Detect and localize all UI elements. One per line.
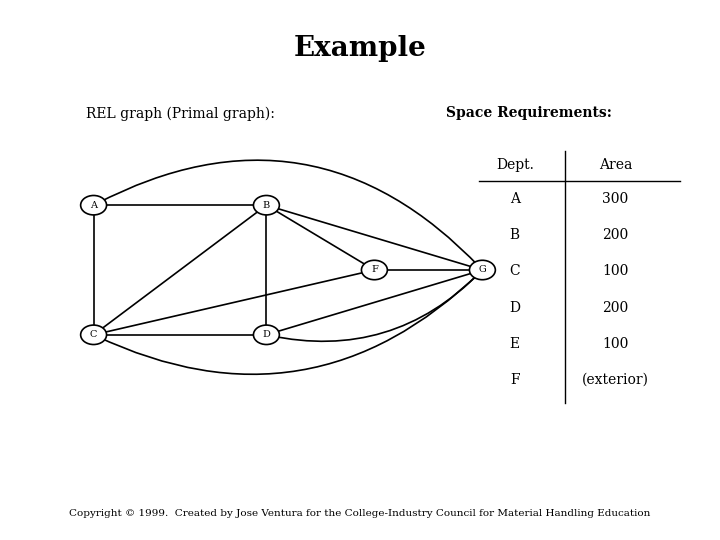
Text: Dept.: Dept. xyxy=(496,158,534,172)
Circle shape xyxy=(361,260,387,280)
Circle shape xyxy=(81,325,107,345)
Text: B: B xyxy=(510,228,520,242)
FancyArrowPatch shape xyxy=(96,272,480,374)
Text: 300: 300 xyxy=(603,192,629,206)
Text: G: G xyxy=(479,266,486,274)
Circle shape xyxy=(253,195,279,215)
Text: 200: 200 xyxy=(603,301,629,314)
Text: D: D xyxy=(263,330,270,339)
Text: 100: 100 xyxy=(603,337,629,350)
FancyArrowPatch shape xyxy=(269,272,480,341)
Text: F: F xyxy=(371,266,378,274)
Text: 100: 100 xyxy=(603,265,629,278)
Text: REL graph (Primal graph):: REL graph (Primal graph): xyxy=(86,106,275,120)
Circle shape xyxy=(81,195,107,215)
Text: A: A xyxy=(90,201,97,210)
Text: A: A xyxy=(510,192,520,206)
Text: D: D xyxy=(509,301,521,314)
Text: F: F xyxy=(510,373,520,387)
Text: E: E xyxy=(510,337,520,350)
Text: Area: Area xyxy=(599,158,632,172)
Text: (exterior): (exterior) xyxy=(582,373,649,387)
Text: C: C xyxy=(510,265,520,278)
Text: Space Requirements:: Space Requirements: xyxy=(446,106,612,120)
Circle shape xyxy=(469,260,495,280)
Text: Example: Example xyxy=(294,35,426,62)
FancyArrowPatch shape xyxy=(96,160,480,268)
Text: Copyright © 1999.  Created by Jose Ventura for the College-Industry Council for : Copyright © 1999. Created by Jose Ventur… xyxy=(69,509,651,517)
Text: 200: 200 xyxy=(603,228,629,242)
Text: C: C xyxy=(90,330,97,339)
Text: B: B xyxy=(263,201,270,210)
Circle shape xyxy=(253,325,279,345)
